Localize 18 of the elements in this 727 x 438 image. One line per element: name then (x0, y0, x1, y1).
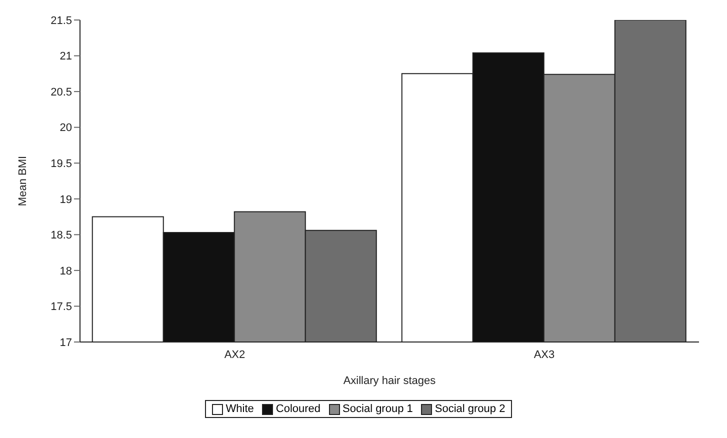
x-tick-label: AX3 (534, 348, 555, 361)
y-tick-label: 19.5 (50, 158, 72, 170)
y-tick-label: 21 (60, 50, 72, 63)
y-tick-label: 17.5 (50, 301, 72, 314)
y-tick-label: 18 (60, 265, 72, 278)
y-tick-label: 18.5 (50, 230, 72, 242)
x-axis-title: Axillary hair stages (343, 375, 436, 387)
y-tick-label: 21.5 (50, 14, 72, 27)
y-tick-label: 20.5 (50, 86, 72, 98)
y-axis-title: Mean BMI (16, 156, 29, 206)
y-tick-label: 19 (60, 194, 72, 206)
y-tick-label: 20 (60, 122, 72, 134)
y-tick-label: 17 (60, 336, 72, 349)
legend-label: Social group 1 (342, 403, 413, 415)
legend-label: Social group 2 (434, 403, 506, 415)
x-tick-label: AX2 (224, 348, 246, 361)
legend-label: Coloured (274, 403, 321, 415)
legend-label: White (224, 403, 254, 415)
